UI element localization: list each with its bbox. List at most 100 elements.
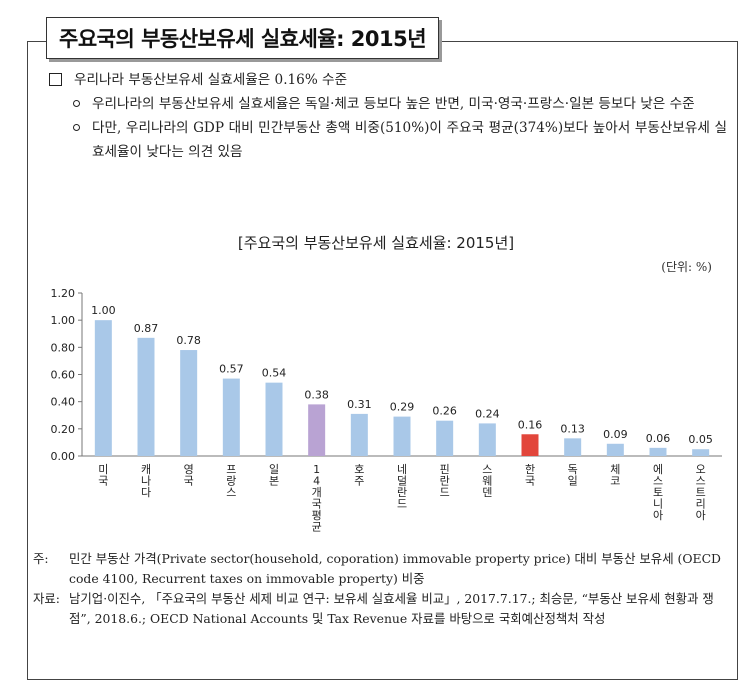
category-label-char: 덜 (397, 475, 407, 488)
source-label: 자료: (33, 591, 60, 606)
data-label: 0.78 (176, 334, 201, 347)
category-label-char: 균 (312, 521, 322, 534)
note-row: 주: 민간 부동산 가격(Private sector(household, c… (33, 549, 733, 589)
category-label-char: 호 (354, 463, 364, 476)
chart-title: [주요국의 부동산보유세 실효세율: 2015년] (237, 234, 515, 252)
category-label-char: 4 (313, 475, 320, 488)
circle-bullet-icon (73, 124, 80, 131)
y-tick-label: 1.20 (51, 287, 76, 300)
category-label-char: 일 (568, 474, 578, 488)
bar-10 (478, 423, 496, 456)
data-label: 1.00 (91, 304, 116, 317)
category-label-char: 네 (397, 463, 407, 476)
category-label-char: 다 (141, 486, 151, 499)
sub-bullet: 다만, 우리나라의 GDP 대비 민간부동산 총액 비중(510%)이 주요국 … (69, 116, 727, 164)
data-label: 0.54 (262, 367, 287, 380)
data-label: 0.09 (603, 428, 628, 441)
source-row: 자료: 남기업·이진수, 「주요국의 부동산 세제 비교 연구: 보유세 실효세… (33, 589, 733, 629)
category-label-char: 랑 (226, 475, 236, 488)
category-label-char: 프 (226, 463, 236, 476)
data-label: 0.05 (688, 433, 713, 446)
data-label: 0.06 (646, 432, 671, 445)
category-label-char: 국 (98, 475, 108, 488)
y-tick-label: 0.00 (51, 450, 76, 463)
bar-4 (222, 378, 240, 456)
bar-9 (436, 420, 454, 456)
y-tick-label: 0.20 (51, 423, 76, 436)
category-label-char: 평 (312, 509, 322, 522)
category-label-char: 스 (653, 475, 663, 488)
category-label-char: 핀 (440, 463, 450, 476)
sub-bullet-text: 다만, 우리나라의 GDP 대비 민간부동산 총액 비중(510%)이 주요국 … (92, 120, 727, 160)
category-label-char: 리 (696, 498, 706, 511)
bar-13 (606, 443, 624, 456)
bar-5 (265, 382, 283, 456)
category-label-char: 란 (397, 486, 407, 499)
category-label-char: 개 (312, 486, 322, 499)
data-label: 0.26 (432, 405, 457, 418)
category-label-char: 코 (610, 475, 620, 488)
data-label: 0.87 (134, 322, 159, 335)
bar-2 (137, 337, 155, 456)
data-label: 0.13 (560, 422, 585, 435)
y-tick-label: 0.60 (51, 369, 76, 382)
category-label-char: 웨 (482, 475, 492, 488)
notes: 주: 민간 부동산 가격(Private sector(household, c… (33, 549, 733, 629)
category-label-char: 나 (141, 475, 151, 488)
circle-bullet-icon (73, 100, 80, 107)
category-label-char: 캐 (141, 463, 151, 476)
category-label-char: 스 (696, 475, 706, 488)
category-label-char: 국 (184, 475, 194, 488)
category-label-char: 1 (313, 463, 320, 476)
y-tick-label: 0.80 (51, 341, 76, 354)
category-label-char: 주 (354, 475, 364, 488)
category-label-char: 아 (696, 509, 706, 522)
source-text: 남기업·이진수, 「주요국의 부동산 세제 비교 연구: 보유세 실효세율 비교… (69, 591, 714, 626)
data-label: 0.57 (219, 363, 244, 376)
category-label-char: 드 (440, 486, 450, 499)
category-label-char: 아 (653, 509, 663, 522)
category-label-char: 드 (397, 498, 407, 511)
data-label: 0.38 (304, 388, 329, 401)
bar-8 (393, 416, 411, 456)
data-label: 0.24 (475, 407, 500, 420)
data-label: 0.29 (390, 401, 415, 414)
category-label-char: 체 (610, 463, 620, 476)
bar-6 (308, 404, 326, 456)
category-label-char: 니 (653, 498, 663, 511)
bar-7 (350, 413, 368, 456)
bar-14 (649, 447, 667, 456)
main-bullet-text: 우리나라 부동산보유세 실효세율은 0.16% 수준 (74, 72, 348, 88)
category-label-char: 덴 (482, 486, 492, 499)
category-label-char: 에 (653, 463, 663, 476)
category-label-char: 토 (653, 486, 663, 499)
category-label-char: 국 (525, 475, 535, 488)
main-bullet: 우리나라 부동산보유세 실효세율은 0.16% 수준 (47, 68, 727, 92)
note-text: 민간 부동산 가격(Private sector(household, copo… (69, 551, 721, 586)
unit-label: (단위: %) (661, 260, 712, 274)
bar-1 (94, 320, 112, 456)
y-tick-label: 0.40 (51, 396, 76, 409)
bar-12 (564, 438, 582, 456)
y-tick-label: 1.00 (51, 314, 76, 327)
sub-bullet-text: 우리나라의 부동산보유세 실효세율은 독일·체코 등보다 높은 반면, 미국·영… (92, 96, 695, 112)
category-label-char: 본 (269, 475, 279, 488)
category-label-char: 일 (269, 462, 279, 476)
bullet-list: 우리나라 부동산보유세 실효세율은 0.16% 수준 우리나라의 부동산보유세 … (47, 68, 727, 164)
category-label-char: 란 (440, 475, 450, 488)
category-label-char: 트 (696, 486, 706, 499)
category-label-char: 스 (482, 463, 492, 476)
bar-3 (180, 350, 198, 456)
